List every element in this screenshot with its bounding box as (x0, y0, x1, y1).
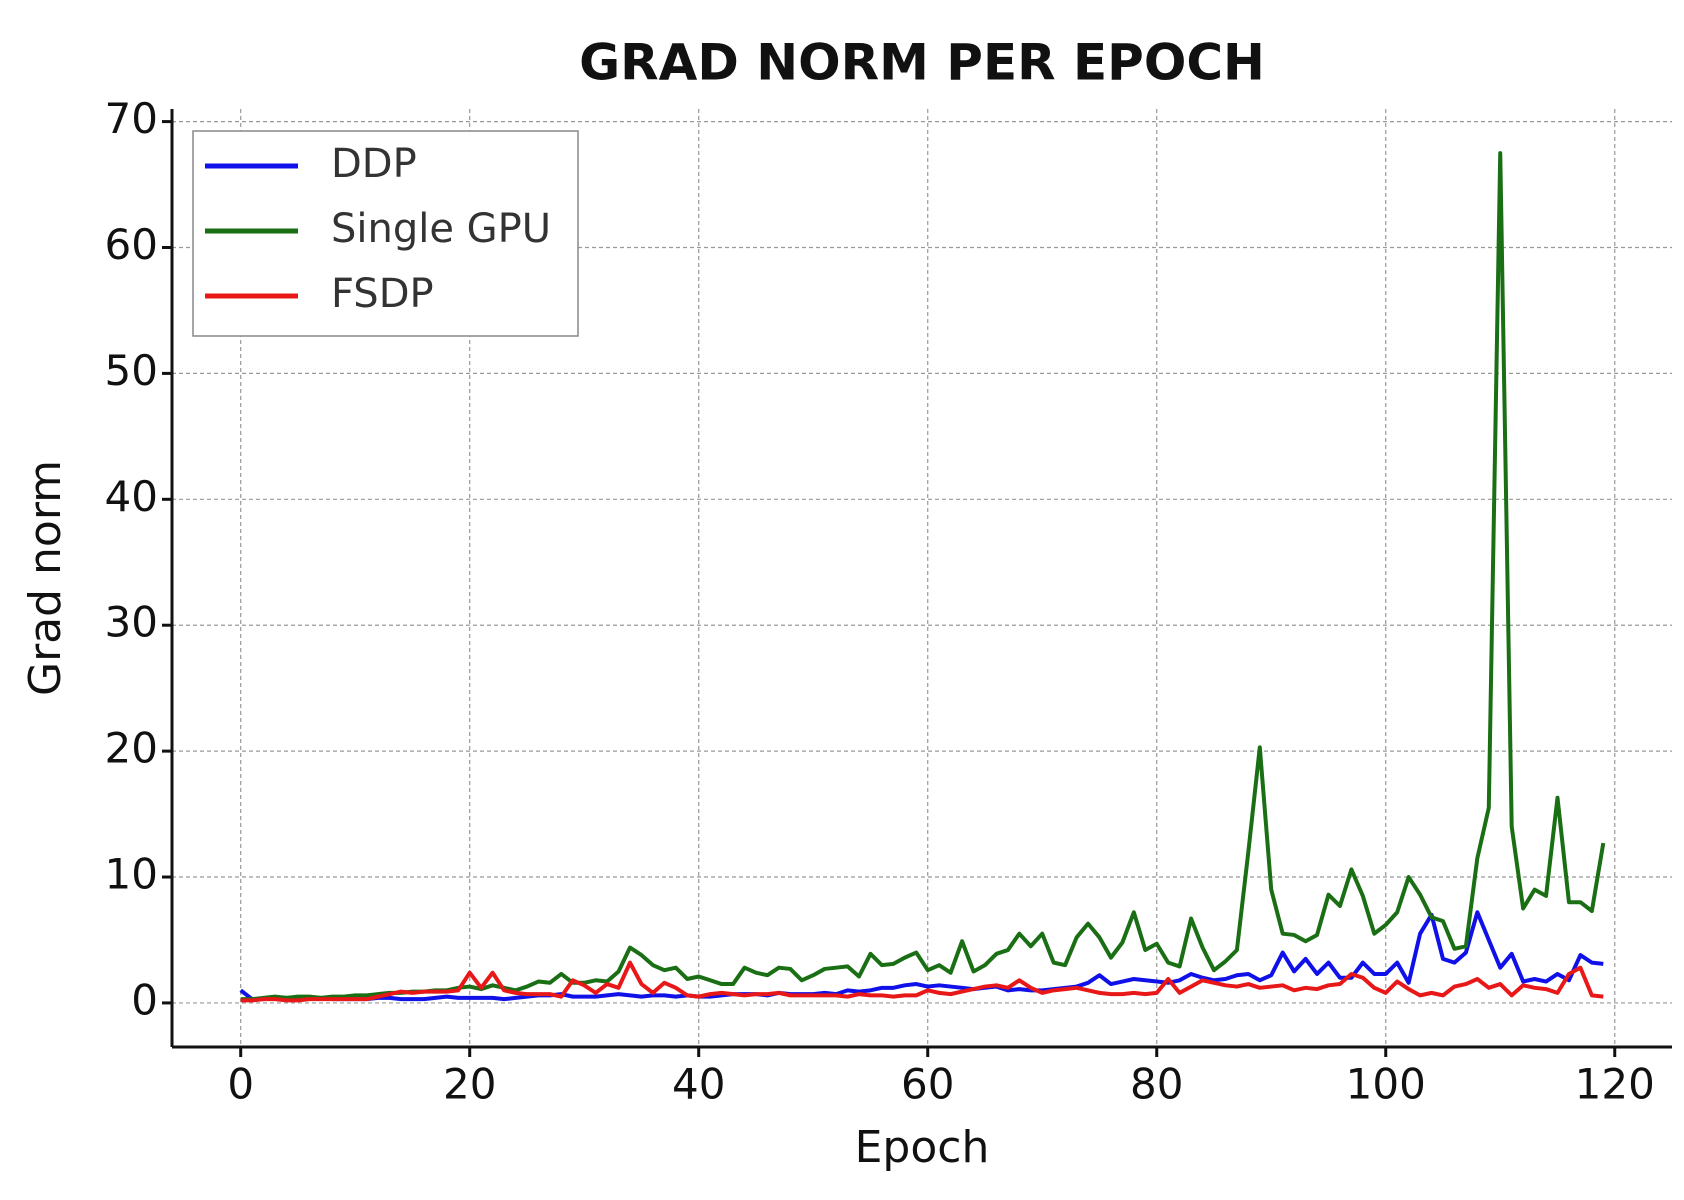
y-tick-label: 30 (105, 598, 158, 647)
y-tick-label: 70 (105, 94, 158, 143)
y-tick-label: 0 (131, 975, 158, 1024)
x-tick-label: 80 (1130, 1060, 1183, 1109)
y-tick-label: 10 (105, 850, 158, 899)
series-line (239, 910, 1604, 1002)
lines (239, 151, 1606, 1003)
x-tick-label: 0 (227, 1060, 254, 1109)
axes: 0 10 20 30 40 50 60 70 0 20 40 60 80 100 120 (105, 94, 1672, 1109)
x-tick-label: 60 (901, 1060, 954, 1109)
y-tick-label: 50 (105, 346, 158, 395)
series-line (240, 960, 1604, 1003)
x-tick-label: 120 (1575, 1060, 1655, 1109)
legend-label: DDP (331, 141, 417, 187)
x-axis-label: Epoch (855, 1122, 990, 1173)
chart-title: GRAD NORM PER EPOCH (579, 34, 1265, 92)
x-tick-label: 100 (1346, 1060, 1426, 1109)
y-tick-label: 20 (105, 724, 158, 773)
x-tick-label: 40 (672, 1060, 725, 1109)
legend: DDP Single GPU FSDP (192, 130, 579, 337)
y-axis-label: Grad norm (20, 460, 71, 696)
legend-label: Single GPU (331, 206, 551, 252)
x-tick-label: 20 (443, 1060, 496, 1109)
series-line (240, 151, 1606, 1002)
y-tick-label: 40 (105, 472, 158, 521)
y-tick-label: 60 (105, 220, 158, 269)
legend-label: FSDP (331, 271, 434, 317)
